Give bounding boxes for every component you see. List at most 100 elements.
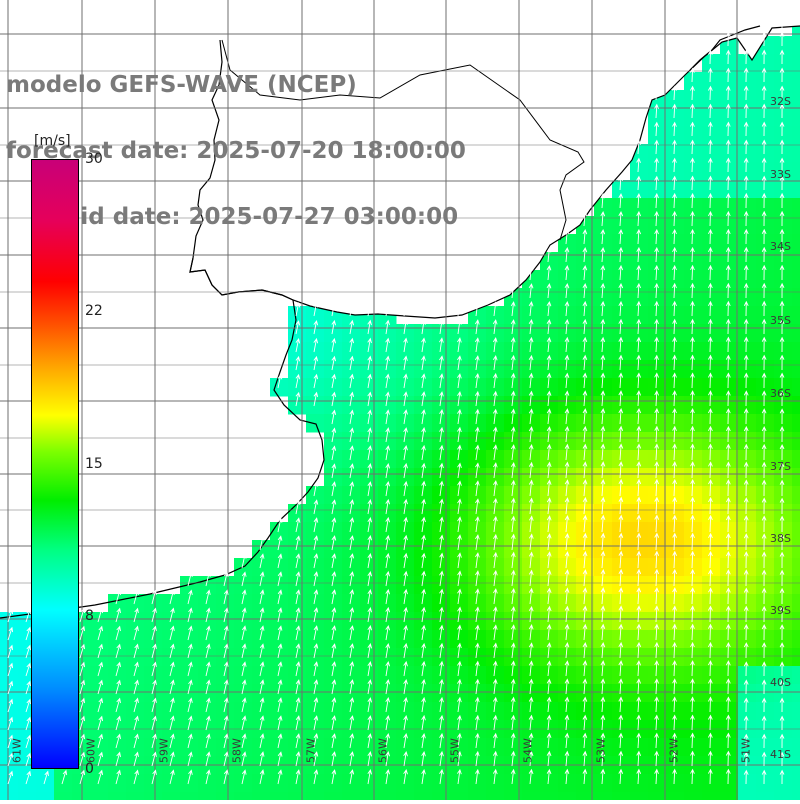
wind-arrow (779, 769, 785, 785)
wind-arrow (385, 498, 391, 515)
wind-arrow (654, 587, 660, 605)
field-cell (522, 774, 541, 793)
lon-label-59w: 59W (157, 738, 171, 763)
field-cell (252, 558, 271, 577)
coastline-north (189, 25, 800, 319)
wind-arrow (205, 715, 211, 731)
wind-arrow (725, 443, 731, 461)
wind-arrow (349, 517, 355, 533)
coastline-south (0, 257, 325, 619)
field-cell (180, 576, 199, 595)
field-cell (468, 450, 487, 469)
colorbar (31, 159, 79, 769)
lon-label-51w: 51W (739, 738, 753, 763)
wind-arrow (618, 300, 624, 317)
field-cell (612, 774, 631, 793)
field-cell (612, 594, 631, 613)
wind-arrow (636, 407, 642, 425)
field-cell (648, 486, 667, 505)
wind-arrow (457, 337, 462, 353)
wind-arrow (725, 282, 731, 299)
field-cell (522, 684, 541, 703)
wind-arrow (277, 733, 283, 749)
field-cell (648, 522, 667, 541)
wind-arrow (761, 587, 767, 605)
wind-arrow (510, 768, 516, 785)
wind-arrow (403, 319, 408, 335)
wind-arrow (582, 678, 588, 695)
wind-arrow (187, 697, 193, 713)
wind-arrow (582, 660, 588, 677)
wind-arrow (421, 319, 426, 335)
wind-arrow (600, 407, 606, 425)
colorbar-tick-0: 0 (85, 761, 94, 777)
field-cell (306, 738, 325, 757)
wind-arrow (510, 461, 516, 479)
field-cell (180, 792, 199, 804)
wind-arrow (492, 732, 498, 749)
wind-arrow (618, 514, 624, 533)
wind-arrow (618, 496, 624, 515)
wind-arrow (79, 697, 86, 713)
field-cell (756, 432, 775, 451)
field-cell (702, 342, 721, 361)
wind-arrow (761, 354, 767, 371)
field-cell (648, 468, 667, 487)
wind-arrow (528, 732, 534, 749)
wind-arrow (600, 425, 606, 443)
wind-arrow (725, 641, 731, 659)
wind-arrow (582, 496, 588, 515)
field-cell (684, 792, 703, 804)
wind-arrow (564, 443, 570, 461)
wind-arrow (600, 532, 606, 551)
wind-arrow (439, 678, 444, 695)
wind-arrow (331, 715, 337, 731)
wind-arrow (654, 496, 660, 515)
wind-arrow (187, 733, 193, 749)
wind-arrow (618, 192, 624, 209)
wind-arrow (169, 733, 175, 749)
field-cell (486, 684, 505, 703)
wind-arrow (708, 605, 713, 623)
wind-arrow (725, 354, 731, 371)
wind-arrow (672, 496, 678, 515)
wind-arrow (690, 714, 695, 731)
wind-arrow (331, 535, 337, 551)
field-cell (612, 342, 631, 361)
field-cell (774, 576, 793, 595)
wind-arrow (475, 660, 480, 677)
field-cell (468, 342, 487, 361)
wind-arrow (708, 264, 713, 281)
field-cell (468, 468, 487, 487)
wind-arrow (708, 228, 713, 245)
field-cell (414, 738, 433, 757)
field-cell (450, 360, 469, 379)
wind-arrow (743, 282, 749, 299)
wind-arrow (761, 85, 767, 101)
wind-arrow (492, 426, 498, 443)
field-cell (738, 126, 757, 145)
wind-arrow (582, 372, 588, 389)
field-cell (648, 198, 667, 217)
wind-arrow (510, 479, 516, 497)
wind-arrow (708, 425, 713, 443)
field-cell (540, 414, 559, 433)
field-cell (414, 540, 433, 559)
wind-arrow (151, 679, 157, 695)
field-cell (756, 666, 775, 685)
field-cell (738, 630, 757, 649)
wind-arrow (510, 497, 516, 515)
wind-arrow (349, 589, 355, 605)
field-cell (594, 360, 613, 379)
wind-arrow (457, 714, 462, 731)
wind-arrow (743, 515, 749, 533)
field-cell (594, 288, 613, 307)
wind-arrow (708, 641, 713, 659)
wind-arrow (421, 768, 426, 785)
wind-arrow (618, 660, 624, 677)
field-cell (666, 702, 685, 721)
wind-arrow (115, 607, 121, 623)
wind-arrow (546, 372, 552, 389)
wind-arrow (7, 644, 14, 659)
field-cell (792, 522, 800, 541)
